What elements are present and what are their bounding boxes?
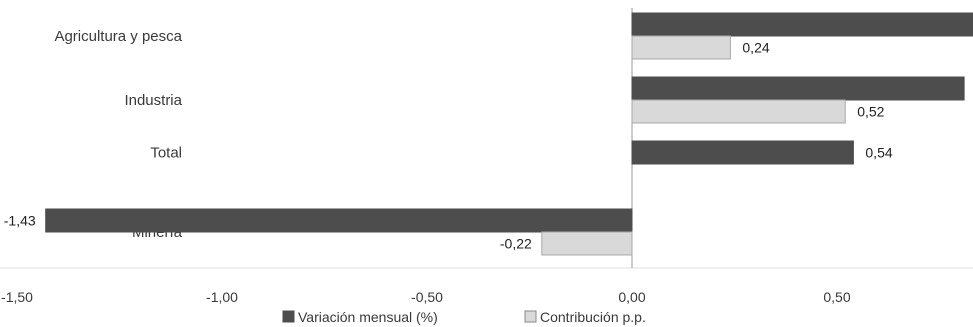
plot-area: -2,00-1,50-1,00-0,500,000,501,001,50Agri… [0, 8, 973, 305]
data-label: -1,43 [4, 213, 36, 229]
x-tick-label: -1,00 [206, 289, 238, 305]
data-label: 0,54 [865, 145, 892, 161]
bar-variacion [45, 208, 633, 233]
x-tick-label: -0,50 [411, 289, 443, 305]
legend-label: Contribución p.p. [540, 309, 646, 325]
bar-variacion [631, 12, 973, 37]
x-tick-label: 0,50 [823, 289, 850, 305]
category-label: Total [150, 145, 182, 162]
bar-contribucion [631, 35, 731, 60]
legend-swatch-variacion [282, 310, 295, 323]
bar-variacion [631, 140, 854, 165]
category-label: Industria [124, 92, 182, 109]
x-tick-label: 0,00 [618, 289, 645, 305]
x-tick-label: -1,50 [1, 289, 33, 305]
data-label: -0,22 [500, 236, 532, 252]
bar-variacion [631, 76, 965, 101]
data-label: 0,24 [742, 40, 769, 56]
legend: Variación mensual (%) Contribución p.p. [282, 309, 646, 325]
legend-label: Variación mensual (%) [298, 309, 438, 325]
bar-contribucion [541, 231, 633, 256]
legend-swatch-contribucion [524, 310, 537, 323]
bar-contribucion [631, 99, 846, 124]
category-label: Agricultura y pesca [54, 28, 182, 45]
data-label: 0,52 [857, 104, 884, 120]
